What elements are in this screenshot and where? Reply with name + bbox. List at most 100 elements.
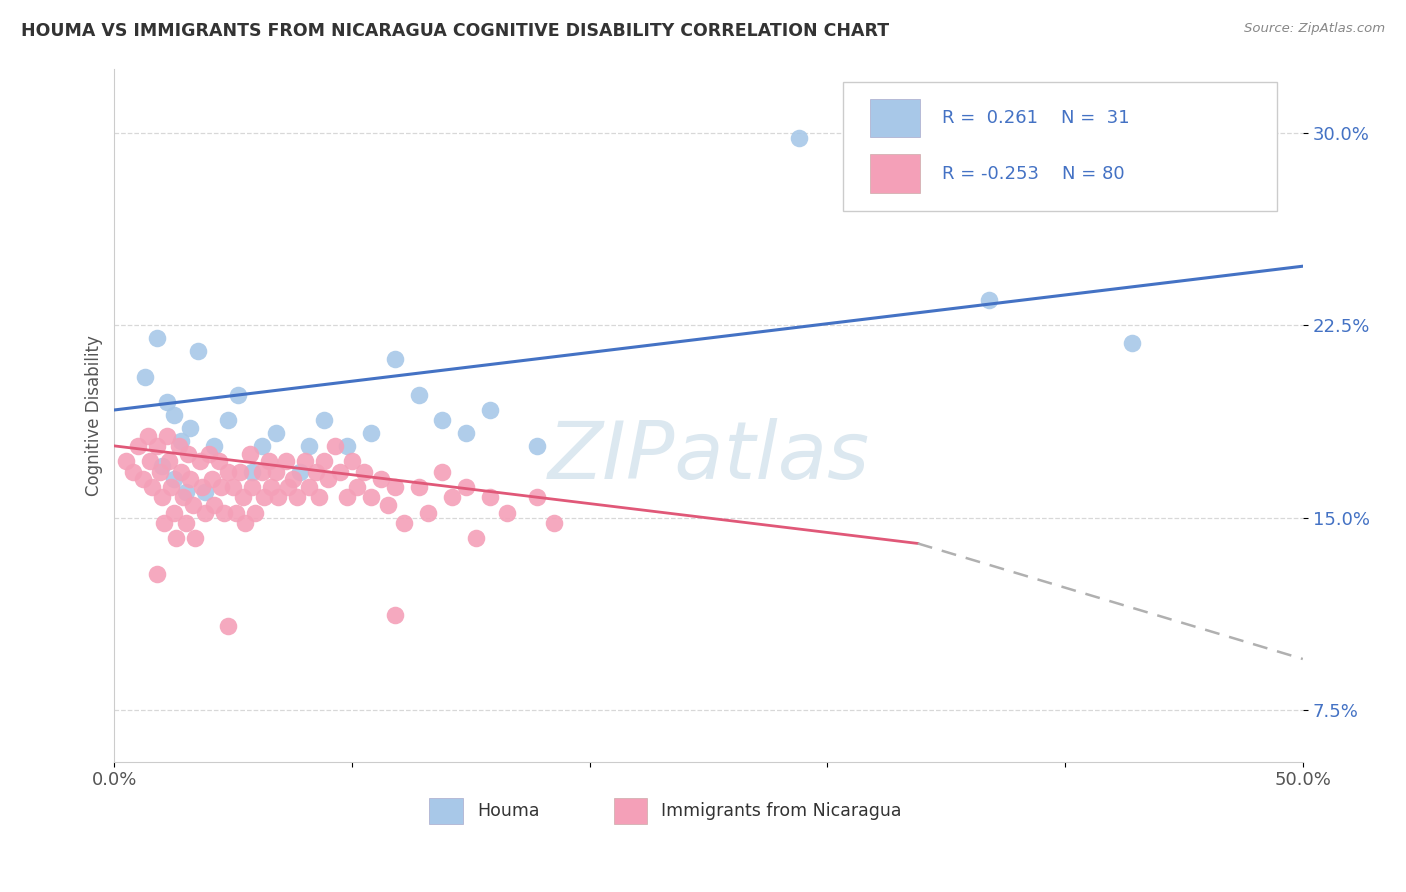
Point xyxy=(191,480,214,494)
Point xyxy=(153,516,176,530)
FancyBboxPatch shape xyxy=(844,82,1277,211)
Point xyxy=(163,408,186,422)
Point xyxy=(346,480,368,494)
Point xyxy=(312,413,335,427)
Point xyxy=(308,490,330,504)
Point xyxy=(222,480,245,494)
Point xyxy=(336,490,359,504)
Point xyxy=(977,293,1000,307)
Point xyxy=(543,516,565,530)
Point xyxy=(312,454,335,468)
Point xyxy=(274,454,297,468)
Point xyxy=(329,465,352,479)
Point xyxy=(495,506,517,520)
Point xyxy=(264,465,287,479)
Point xyxy=(181,498,204,512)
Point xyxy=(202,498,225,512)
Point xyxy=(122,465,145,479)
Point xyxy=(212,506,235,520)
Point xyxy=(377,498,399,512)
Bar xyxy=(613,797,647,824)
Point xyxy=(225,506,247,520)
Point xyxy=(281,472,304,486)
Point xyxy=(267,490,290,504)
Point xyxy=(243,506,266,520)
Point xyxy=(174,485,197,500)
Point xyxy=(156,395,179,409)
Point xyxy=(229,465,252,479)
Point xyxy=(478,490,501,504)
Point xyxy=(353,465,375,479)
Point xyxy=(384,608,406,623)
Point xyxy=(240,465,263,479)
Point xyxy=(260,480,283,494)
Point xyxy=(294,454,316,468)
Point xyxy=(384,480,406,494)
Point xyxy=(146,439,169,453)
Point xyxy=(360,425,382,440)
Bar xyxy=(429,797,463,824)
Point xyxy=(408,480,430,494)
Point xyxy=(194,506,217,520)
Point xyxy=(218,618,240,632)
Point xyxy=(384,351,406,366)
Point xyxy=(194,485,217,500)
Point xyxy=(318,472,340,486)
Point xyxy=(146,331,169,345)
Point xyxy=(325,439,347,453)
Point xyxy=(288,465,311,479)
Point xyxy=(240,480,263,494)
Point xyxy=(179,472,201,486)
Text: ZIPatlas: ZIPatlas xyxy=(547,417,870,496)
Point xyxy=(464,531,486,545)
Point xyxy=(132,472,155,486)
Bar xyxy=(870,99,920,136)
Point xyxy=(277,480,299,494)
Bar xyxy=(870,154,920,193)
Point xyxy=(336,439,359,453)
Point xyxy=(253,490,276,504)
Point xyxy=(526,490,548,504)
Point xyxy=(526,439,548,453)
Point xyxy=(172,490,194,504)
Point xyxy=(394,516,416,530)
Point xyxy=(160,480,183,494)
Point xyxy=(202,439,225,453)
Point xyxy=(370,472,392,486)
Text: R =  0.261    N =  31: R = 0.261 N = 31 xyxy=(942,109,1129,127)
Point xyxy=(165,531,187,545)
Point xyxy=(141,480,163,494)
Point xyxy=(233,516,256,530)
Point xyxy=(218,465,240,479)
Point xyxy=(198,447,221,461)
Point xyxy=(218,413,240,427)
Point xyxy=(257,454,280,468)
Point xyxy=(188,454,211,468)
Point xyxy=(418,506,440,520)
Point xyxy=(150,459,173,474)
Point xyxy=(432,413,454,427)
Text: HOUMA VS IMMIGRANTS FROM NICARAGUA COGNITIVE DISABILITY CORRELATION CHART: HOUMA VS IMMIGRANTS FROM NICARAGUA COGNI… xyxy=(21,22,889,40)
Point xyxy=(298,480,321,494)
Point xyxy=(170,465,193,479)
Point xyxy=(456,480,478,494)
Text: R = -0.253    N = 80: R = -0.253 N = 80 xyxy=(942,164,1125,183)
Point xyxy=(148,465,170,479)
Point xyxy=(226,387,249,401)
Point xyxy=(167,439,190,453)
Point xyxy=(264,425,287,440)
Point xyxy=(134,369,156,384)
Point xyxy=(209,480,232,494)
Point xyxy=(440,490,463,504)
Point xyxy=(408,387,430,401)
Text: Immigrants from Nicaragua: Immigrants from Nicaragua xyxy=(661,802,901,820)
Point xyxy=(156,428,179,442)
Point xyxy=(287,490,309,504)
Point xyxy=(174,516,197,530)
Point xyxy=(432,465,454,479)
Point xyxy=(163,472,186,486)
Point xyxy=(340,454,363,468)
Point xyxy=(360,490,382,504)
Point xyxy=(184,531,207,545)
Point xyxy=(478,403,501,417)
